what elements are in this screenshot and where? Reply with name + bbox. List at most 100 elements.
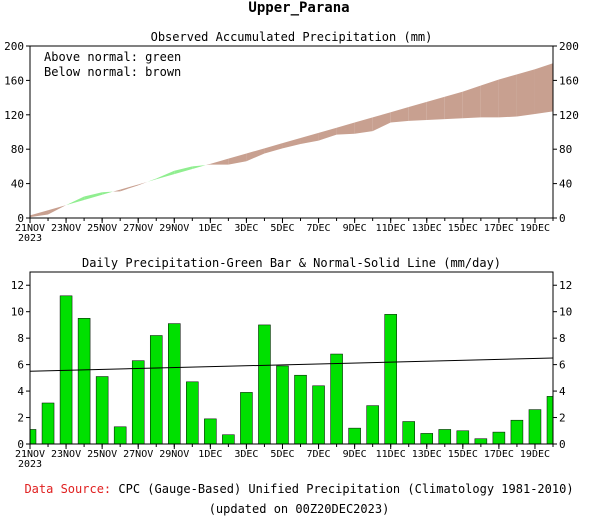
- chart1-xtick-label: 27NOV: [123, 223, 153, 234]
- daily-precip-bar: [456, 430, 470, 445]
- chart1-ytick-label-right: 0: [559, 212, 566, 225]
- below-normal-area: [264, 143, 283, 154]
- chart1-ytick-label-left: 200: [4, 40, 24, 53]
- daily-precip-bar: [131, 360, 145, 445]
- daily-precip-bar: [402, 421, 415, 445]
- daily-precip-bar: [492, 431, 506, 445]
- below-normal-area: [205, 163, 211, 166]
- above-normal-area: [192, 165, 206, 169]
- chart2-ytick-label-left: 6: [17, 359, 24, 372]
- chart1-ytick-label-right: 40: [559, 178, 572, 191]
- chart2-xtick-label: 17DEC: [484, 449, 514, 460]
- chart1-xtick-label: 1DEC: [198, 223, 222, 234]
- updated-timestamp: (updated on 00Z20DEC2023): [208, 502, 390, 516]
- daily-precip-bar: [29, 429, 37, 445]
- below-normal-area: [498, 74, 517, 118]
- chart1-ytick-label-left: 40: [11, 178, 24, 191]
- above-normal-area: [84, 192, 103, 200]
- daily-precip-bar: [276, 365, 289, 445]
- below-normal-area: [408, 101, 427, 121]
- above-normal-area: [174, 166, 193, 175]
- chart1-title: Observed Accumulated Precipitation (mm): [151, 30, 433, 44]
- below-normal-area: [246, 148, 265, 162]
- chart2-ytick-label-left: 4: [17, 385, 24, 398]
- chart1-ytick-label-left: 0: [17, 212, 24, 225]
- chart2-xtick-label: 27NOV: [123, 449, 153, 460]
- chart2-xtick-label: 21NOV: [15, 449, 45, 460]
- daily-precip-bar: [330, 353, 343, 445]
- chart2-xtick-label: 3DEC: [234, 449, 258, 460]
- chart2-ytick-label-right: 12: [559, 279, 572, 292]
- data-source-label: Data Source:: [24, 482, 112, 496]
- above-normal-area: [66, 196, 85, 206]
- daily-precip-bar: [77, 318, 91, 445]
- chart2-xyear-label: 2023: [18, 459, 42, 470]
- daily-precip-bar: [168, 323, 181, 445]
- chart2-xtick-label: 29NOV: [159, 449, 189, 460]
- chart1-xtick-label: 15DEC: [448, 223, 478, 234]
- below-normal-area: [390, 107, 409, 123]
- data-source-text: CPC (Gauge-Based) Unified Precipitation …: [118, 482, 574, 496]
- daily-precip-bar: [41, 402, 55, 445]
- daily-precip-bar: [366, 405, 379, 445]
- chart1-ytick-label-right: 200: [559, 40, 579, 53]
- above-normal-area: [102, 191, 113, 195]
- chart2-xtick-label: 11DEC: [376, 449, 406, 460]
- chart2-xtick-label: 9DEC: [343, 449, 367, 460]
- above-normal-area: [156, 170, 175, 180]
- chart1-ytick-label-right: 80: [559, 143, 572, 156]
- chart1-ytick-label-left: 80: [11, 143, 24, 156]
- daily-precip-bar: [510, 419, 524, 445]
- chart2-ytick-label-left: 8: [17, 332, 24, 345]
- chart2-ytick-label-right: 8: [559, 332, 566, 345]
- below-normal-area: [138, 181, 148, 186]
- chart2-xtick-label: 23NOV: [51, 449, 81, 460]
- data-source-line: Data Source: CPC (Gauge-Based) Unified P…: [0, 482, 598, 496]
- chart2-ytick-label-right: 0: [559, 438, 566, 451]
- below-normal-area: [120, 184, 139, 192]
- daily-precip-bar: [113, 426, 127, 445]
- below-normal-area: [300, 132, 319, 145]
- chart2-xtick-label: 5DEC: [270, 449, 294, 460]
- chart-canvas: Observed Accumulated Precipitation (mm) 0…: [4, 30, 579, 470]
- below-normal-area: [372, 112, 391, 132]
- legend-above-normal: Above normal: green: [44, 50, 181, 64]
- chart1-xtick-label: 19DEC: [520, 223, 550, 234]
- chart2-title: Daily Precipitation-Green Bar & Normal-S…: [82, 256, 501, 270]
- page-title: Upper_Parana: [248, 0, 350, 16]
- daily-precip-bar: [546, 396, 554, 445]
- chart1-ytick-label-left: 120: [4, 109, 24, 122]
- chart1-xtick-label: 5DEC: [270, 223, 294, 234]
- chart2-xtick-label: 19DEC: [520, 449, 550, 460]
- chart2-ytick-label-right: 4: [559, 385, 566, 398]
- below-normal-area: [534, 63, 553, 114]
- chart1-xtick-label: 9DEC: [343, 223, 367, 234]
- below-normal-area: [354, 117, 373, 134]
- daily-precip-bar: [240, 392, 253, 445]
- below-normal-area: [30, 210, 49, 218]
- chart1-xtick-label: 29NOV: [159, 223, 189, 234]
- chart2-ytick-label-left: 2: [17, 412, 24, 425]
- chart1-ytick-label-left: 160: [4, 74, 24, 87]
- normal-line: [29, 357, 554, 372]
- chart2-xtick-label: 15DEC: [448, 449, 478, 460]
- daily-precip-bar: [438, 429, 452, 445]
- chart2-ytick-label-left: 0: [17, 438, 24, 451]
- above-normal-area: [147, 178, 157, 182]
- chart1-xtick-label: 3DEC: [234, 223, 258, 234]
- daily-precip-bar: [384, 314, 397, 445]
- daily-precip-bar: [294, 374, 307, 445]
- below-normal-area: [48, 205, 67, 215]
- below-normal-area: [426, 96, 445, 120]
- chart1-xyear-label: 2023: [18, 233, 42, 244]
- chart1-ytick-label-right: 120: [559, 109, 579, 122]
- daily-precip-bar: [474, 438, 488, 445]
- below-normal-area: [480, 79, 499, 118]
- chart1-xtick-label: 25NOV: [87, 223, 117, 234]
- below-normal-area: [112, 189, 121, 192]
- chart2-xtick-label: 7DEC: [307, 449, 331, 460]
- daily-precip-bar: [348, 427, 361, 445]
- daily-precip-bar: [222, 434, 235, 445]
- below-normal-area: [210, 158, 229, 165]
- chart1-xtick-label: 13DEC: [412, 223, 442, 234]
